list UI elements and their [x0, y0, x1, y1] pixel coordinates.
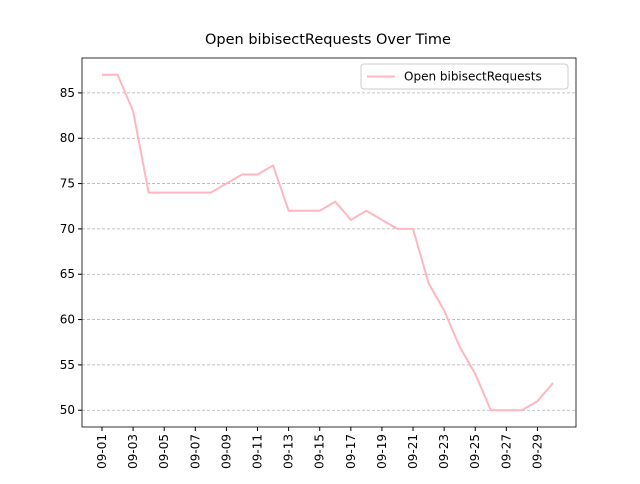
y-tick-label: 75: [60, 177, 75, 191]
y-tick-label: 80: [60, 131, 75, 145]
x-tick-label: 09-19: [375, 434, 389, 469]
x-tick-label: 09-23: [437, 434, 451, 469]
y-tick-label: 60: [60, 313, 75, 327]
x-tick-label: 09-25: [468, 434, 482, 469]
x-tick-label: 09-07: [188, 434, 202, 469]
legend-box: [360, 63, 569, 90]
y-tick-label: 50: [60, 403, 75, 417]
x-tick-label: 09-09: [219, 434, 233, 469]
x-tick-label: 09-13: [282, 434, 296, 469]
x-tick-label: 09-15: [313, 434, 327, 469]
legend: Open bibisectRequests: [360, 63, 569, 90]
y-tick-label: 55: [60, 358, 75, 372]
x-tick-label: 09-01: [95, 434, 109, 469]
x-tick-label: 09-29: [530, 434, 544, 469]
legend-label: Open bibisectRequests: [404, 70, 542, 84]
x-tick-label: 09-27: [499, 434, 513, 469]
x-tick-label: 09-05: [157, 434, 171, 469]
data-line: [102, 73, 554, 412]
y-tick-label: 70: [60, 222, 75, 236]
x-tick-label: 09-21: [406, 434, 420, 469]
x-tick-label: 09-17: [344, 434, 358, 469]
y-tick-label: 85: [60, 86, 75, 100]
y-tick-label: 65: [60, 267, 75, 281]
x-tick-label: 09-03: [126, 434, 140, 469]
plot-frame: [81, 57, 577, 428]
chart-title: Open bibisectRequests Over Time: [205, 32, 451, 48]
x-tick-label: 09-11: [251, 434, 265, 469]
